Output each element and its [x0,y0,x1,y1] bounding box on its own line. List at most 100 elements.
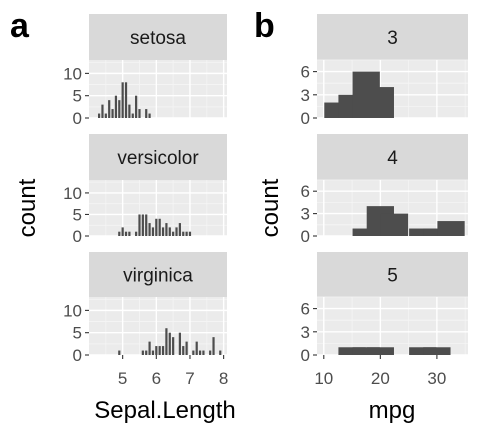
histogram-bar [138,109,141,118]
histogram-bar [409,347,437,355]
histogram-bar [409,228,437,236]
histogram-bar [423,347,451,355]
histogram-bar [155,346,158,355]
y-tick-label: 6 [301,182,310,201]
facet-strip [317,134,468,180]
histogram-bar [338,347,366,355]
histogram-bar [423,228,451,236]
x-tick-label: 30 [427,369,446,388]
histogram-bar [104,113,107,118]
histogram-bar [158,218,161,236]
histogram-bar [380,213,409,236]
histogram-bar [141,214,144,236]
y-tick-label: 3 [301,86,310,105]
histogram-bar [138,214,141,236]
y-tick-label: 3 [301,323,310,342]
histogram-bar [141,350,144,355]
y-tick-label: 0 [301,346,310,365]
x-tick-label: 8 [219,369,228,388]
facet-strip [89,14,227,60]
histogram-bar [155,218,158,236]
facet-strip [89,134,227,180]
histogram-bar [161,346,165,355]
histogram-bar [118,231,121,236]
histogram-bar [182,346,185,355]
facet-4: 4 0 3 6 [301,134,468,246]
histogram-bar [165,328,168,355]
histogram-bar [97,113,101,118]
y-tick-label: 0 [73,227,82,246]
histogram-bar [108,100,111,118]
facet-setosa: setosa 0 5 10 [63,14,227,128]
histogram-bar [195,341,198,355]
facet-strip [317,252,468,297]
histogram-bar [158,346,161,355]
histogram-bar [172,337,175,355]
panel-b-label: b [254,7,275,45]
facet-strip-label: virginica [123,266,193,287]
x-tick-label: 5 [118,369,127,388]
histogram-bar [148,341,151,355]
y-tick-label: 0 [73,346,82,365]
y-tick-label: 6 [301,300,310,319]
y-tick-label: 10 [63,64,82,83]
y-tick-label: 0 [301,109,310,128]
y-tick-label: 3 [301,205,310,224]
x-tick-label: 6 [152,369,161,388]
histogram-bar [118,350,121,355]
histogram-bar [366,87,394,118]
histogram-bar [202,350,205,355]
histogram-bar [352,228,380,236]
histogram-bar [121,227,124,236]
facet-3: 3 0 3 6 [301,14,468,128]
panel-background [89,60,227,118]
facet-strip [89,252,227,297]
facet-versicolor: versicolor 0 5 10 [63,134,227,246]
panel-background [89,180,227,236]
facet-strip-label: setosa [130,28,186,49]
histogram-bar [128,231,131,236]
x-axis-title: mpg [369,397,416,424]
histogram-bar [135,95,138,118]
y-tick-label: 5 [73,324,82,343]
x-tick-label: 7 [185,369,194,388]
histogram-bar [114,95,118,118]
histogram-bar [185,231,188,236]
histogram-bar [172,231,175,236]
histogram-bar [165,223,168,236]
histogram-bar [121,82,124,118]
y-tick-label: 10 [63,301,82,320]
histogram-bar [101,104,104,118]
histogram-bar [145,214,148,236]
y-tick-label: 0 [73,109,82,128]
histogram-bar [198,350,202,355]
histogram-bar [145,109,148,118]
histogram-bar [182,231,185,236]
histogram-bar [175,227,178,236]
histogram-bar [118,100,121,118]
panel-background [317,297,468,355]
y-axis-title: count [14,178,41,237]
y-tick-label: 5 [73,205,82,224]
facet-5: 5 0 3 6 [301,252,468,365]
histogram-bar [366,347,394,355]
x-tick-label: 20 [371,369,390,388]
chart-a: setosa 0 5 10 versicolor 0 5 10 virginica 0 5 10 5 6 7… [14,14,236,424]
histogram-bar [148,223,151,236]
histogram-bar [185,341,188,355]
facet-virginica: virginica 0 5 10 [63,252,227,365]
x-axis-title: Sepal.Length [94,397,235,424]
histogram-bar [151,350,155,355]
histogram-bar [124,82,128,118]
histogram-bar [188,231,192,236]
histogram-bar [219,350,222,355]
histogram-bar [161,227,165,236]
panel-a-label: a [10,7,30,45]
y-tick-label: 0 [301,227,310,246]
y-tick-label: 5 [73,87,82,106]
facet-strip [317,14,468,60]
y-tick-label: 10 [63,184,82,203]
histogram-bar [128,104,131,118]
plot-area: setosa 0 5 10 versicolor 0 5 10 virginica 0 5 10 5 6 7… [14,14,468,424]
